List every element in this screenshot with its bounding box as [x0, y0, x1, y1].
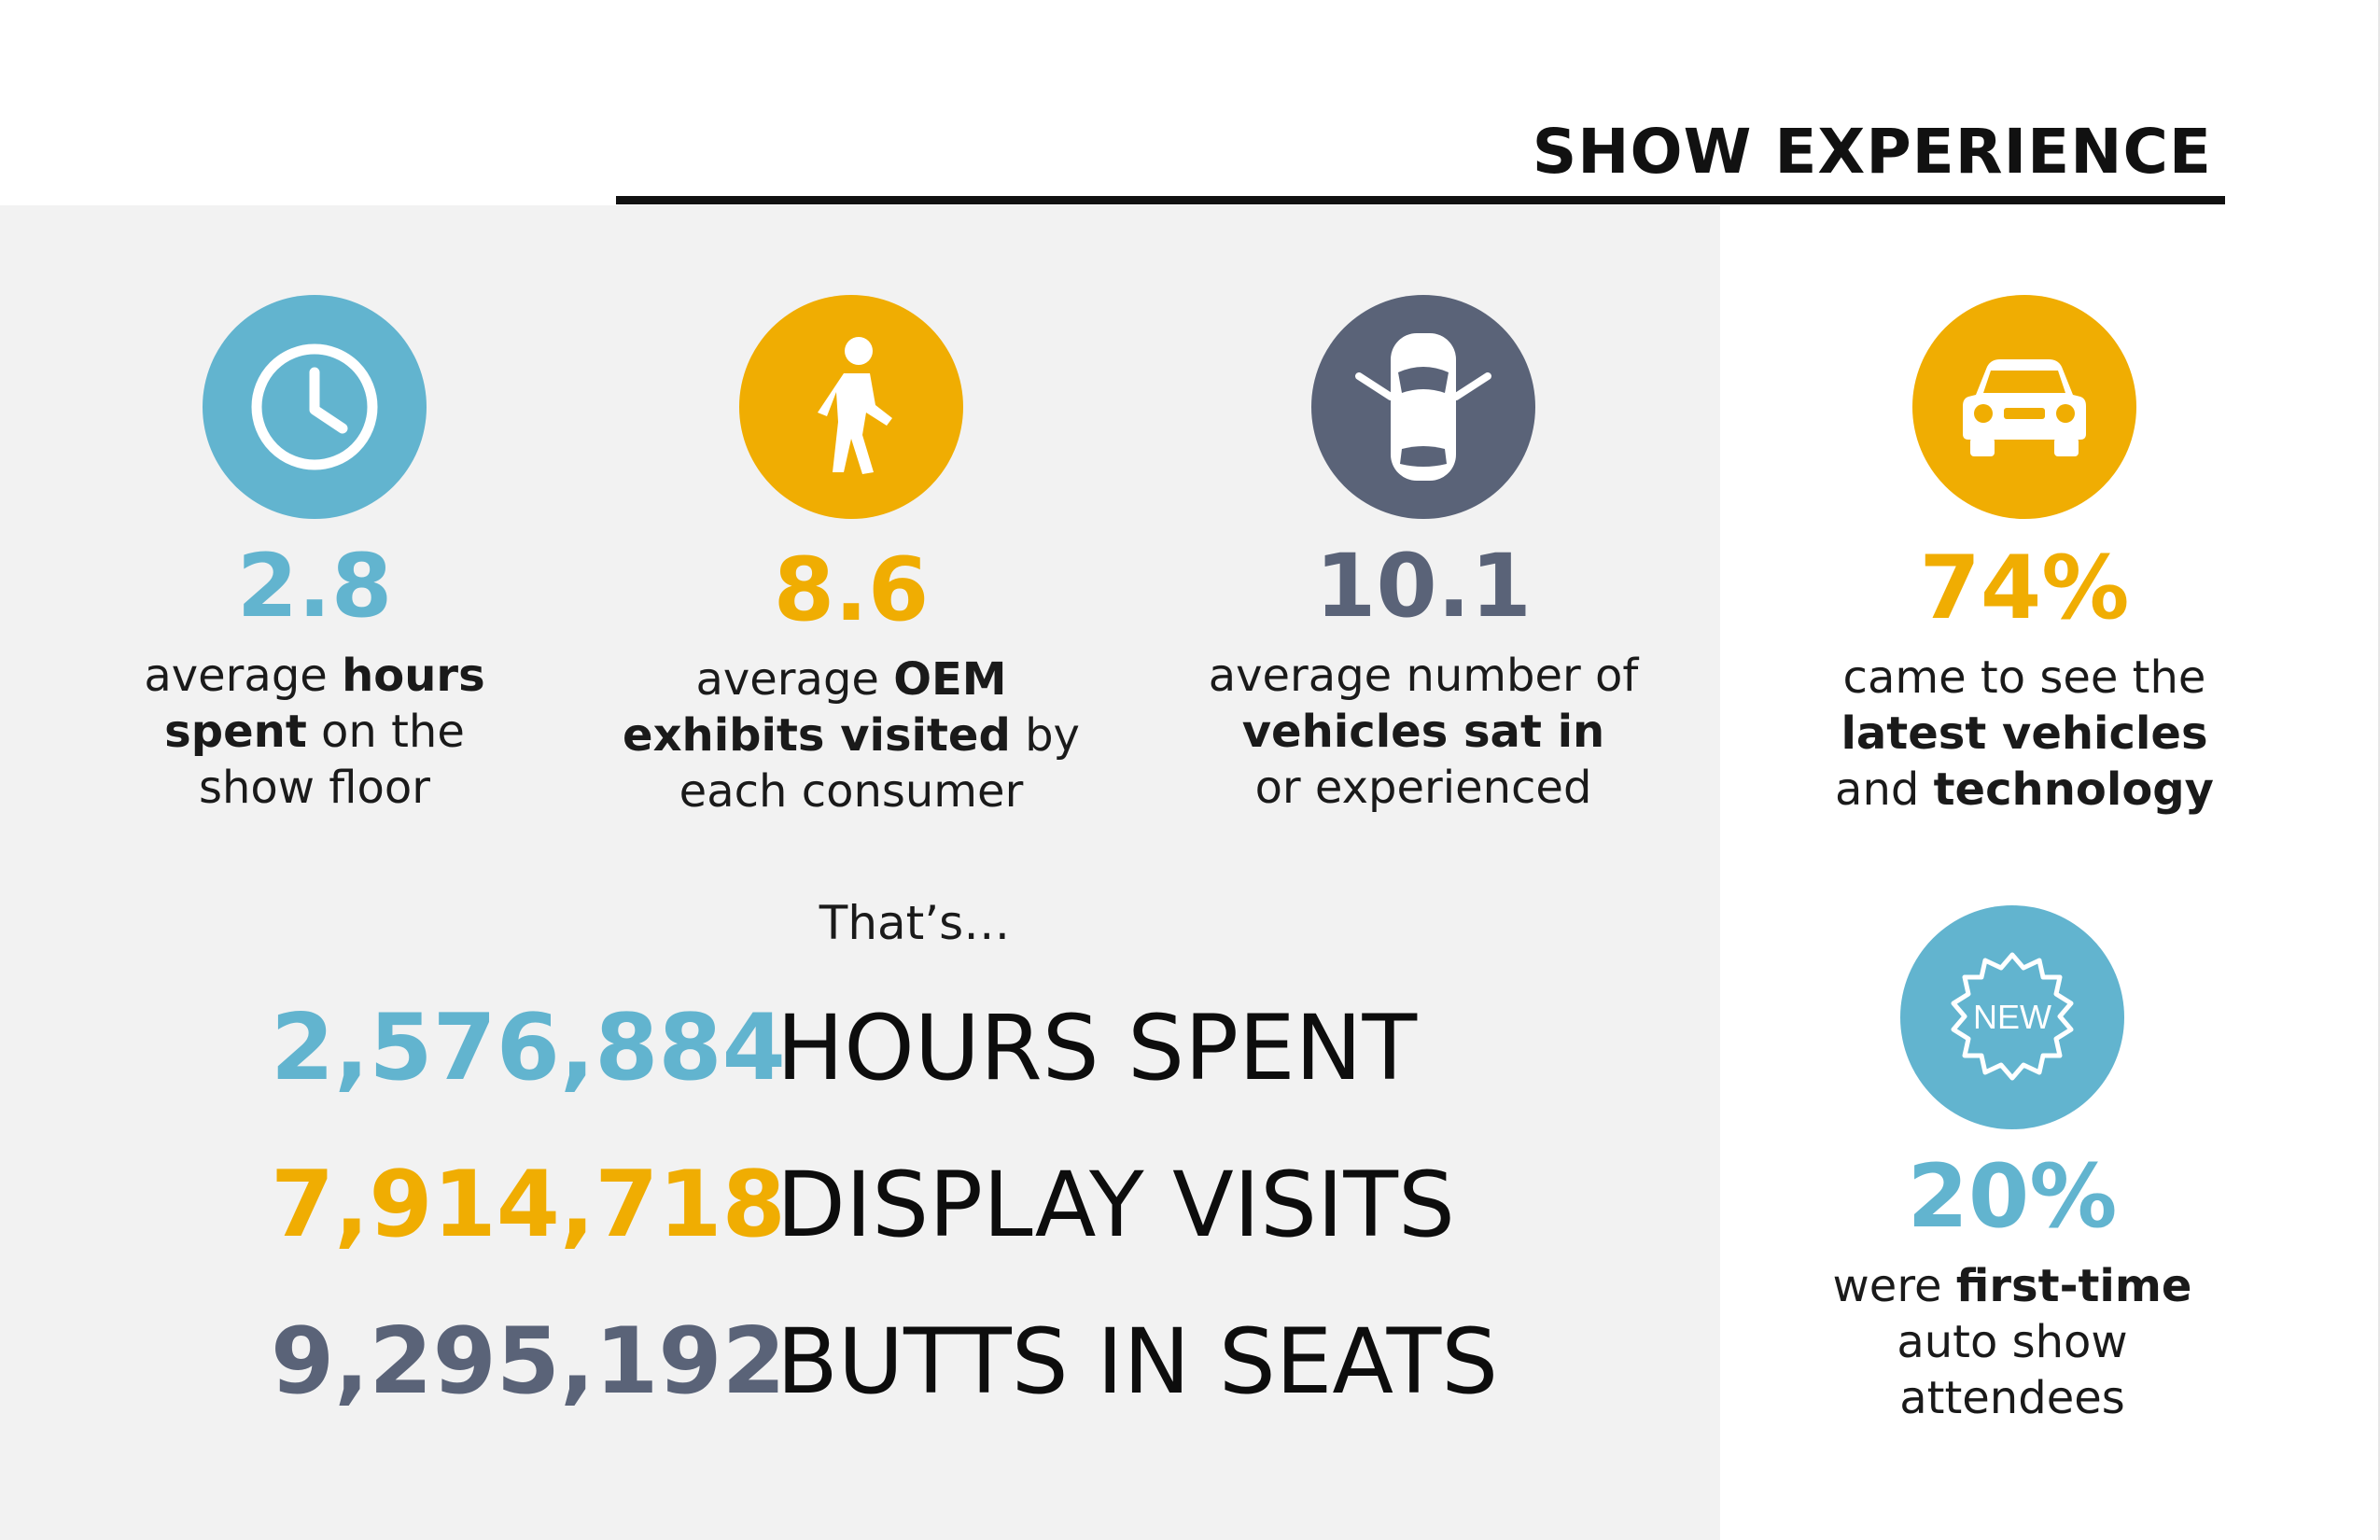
clock-icon — [203, 295, 427, 519]
total-label: DISPLAY VISITS — [777, 1153, 1455, 1257]
total-row-visits: 7,914,718 DISPLAY VISITS — [271, 1159, 1455, 1262]
stat-value: 10.1 — [1315, 536, 1532, 637]
page-edge — [2378, 0, 2380, 1540]
stat-first-time: NEW 20% were first-time auto show attend… — [1751, 905, 2274, 1426]
total-number: 2,576,884 — [271, 995, 786, 1101]
page-title: SHOW EXPERIENCE — [1532, 116, 2212, 188]
stat-hours: 2.8 average hours spent on the show floo… — [53, 295, 576, 816]
stat-description: came to see the latest vehicles and tech… — [1835, 651, 2214, 816]
walking-person-icon — [739, 295, 963, 519]
stat-value: 20% — [1907, 1146, 2118, 1248]
stat-value: 8.6 — [773, 539, 930, 641]
stat-exhibits: 8.6 average OEM exhibits visited by each… — [590, 295, 1113, 819]
total-row-hours: 2,576,884 HOURS SPENT — [271, 1002, 1417, 1105]
car-top-view-icon — [1311, 295, 1535, 519]
total-number: 9,295,192 — [271, 1309, 786, 1415]
thats-text: That’s… — [819, 896, 1011, 950]
stat-value: 2.8 — [236, 536, 393, 637]
stat-description: average hours spent on the show floor — [144, 650, 485, 814]
stat-vehicles: 10.1 average number of vehicles sat in o… — [1162, 295, 1685, 816]
new-badge-icon: NEW — [1900, 905, 2124, 1129]
stat-description: were first-time auto show attendees — [1832, 1260, 2192, 1424]
total-row-seats: 9,295,192 BUTTS IN SEATS — [271, 1316, 1498, 1419]
stat-latest-vehicles: 74% came to see the latest vehicles and … — [1763, 295, 2286, 818]
badge-text: NEW — [1973, 998, 2051, 1036]
title-underline — [616, 196, 2225, 204]
car-front-icon — [1912, 295, 2136, 519]
stat-value: 74% — [1919, 538, 2130, 639]
total-number: 7,914,718 — [271, 1152, 786, 1258]
stat-description: average number of vehicles sat in or exp… — [1208, 650, 1639, 814]
total-label: HOURS SPENT — [777, 996, 1418, 1100]
stat-description: average OEM exhibits visited by each con… — [623, 653, 1080, 818]
total-label: BUTTS IN SEATS — [777, 1309, 1499, 1414]
